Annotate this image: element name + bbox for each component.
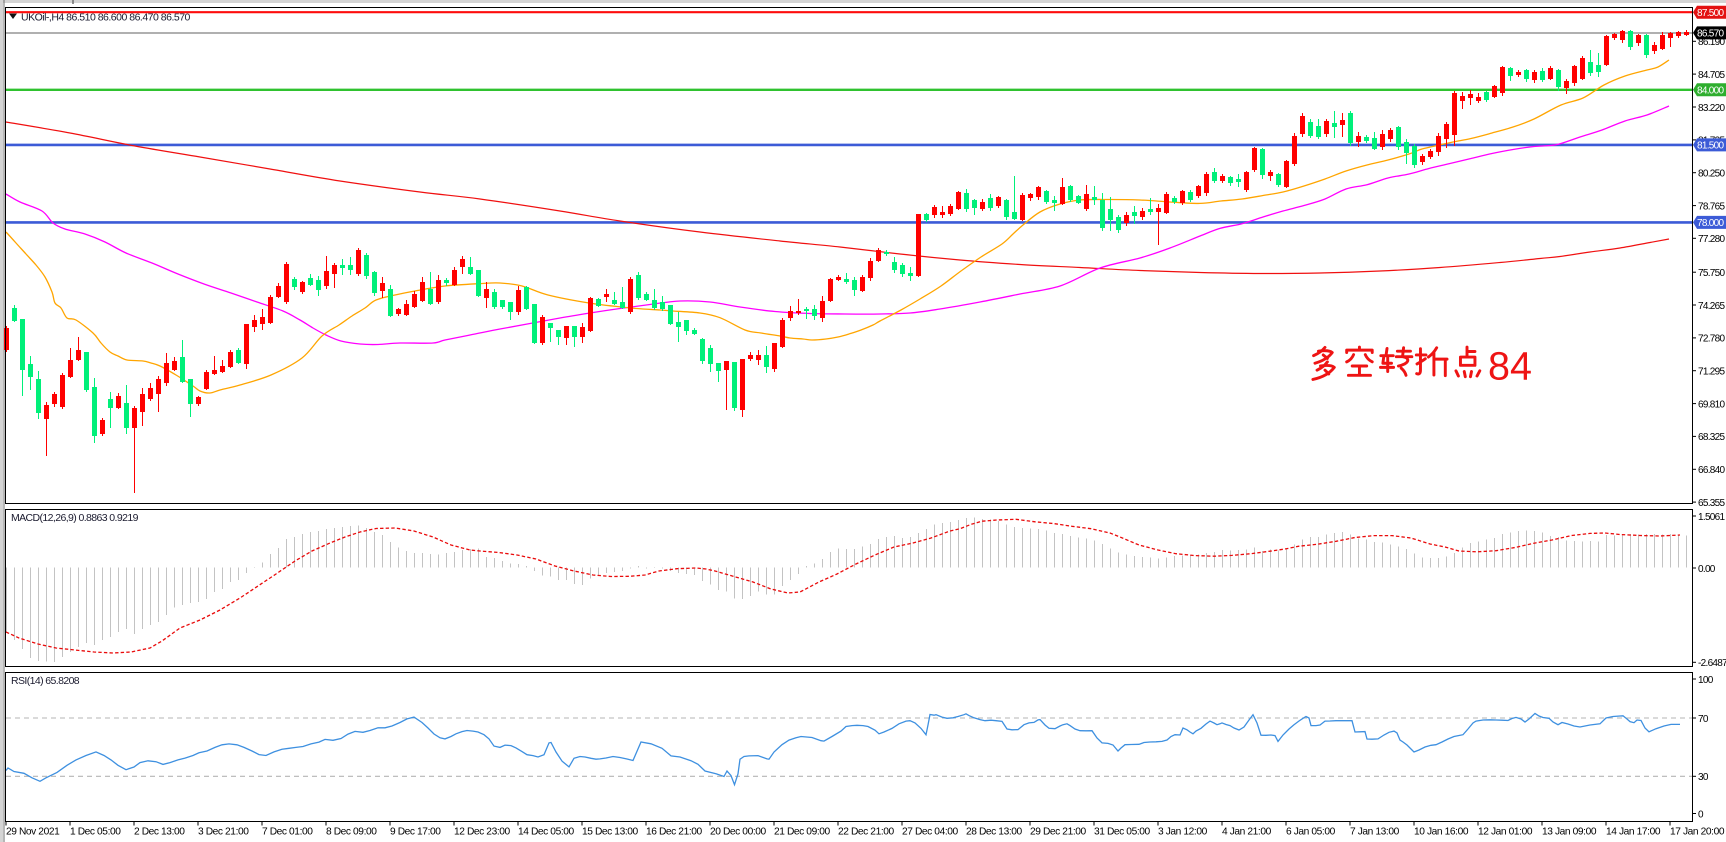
svg-text:83.220: 83.220	[1698, 103, 1726, 114]
svg-text:8 Dec 09:00: 8 Dec 09:00	[326, 827, 377, 838]
svg-text:31 Dec 05:00: 31 Dec 05:00	[1094, 827, 1151, 838]
svg-text:29 Dec 21:00: 29 Dec 21:00	[1030, 827, 1087, 838]
svg-text:74.265: 74.265	[1698, 301, 1726, 312]
svg-text:14 Jan 17:00: 14 Jan 17:00	[1606, 827, 1661, 838]
svg-text:1 Dec 05:00: 1 Dec 05:00	[70, 827, 121, 838]
svg-text:2 Dec 13:00: 2 Dec 13:00	[134, 827, 185, 838]
svg-text:7 Dec 01:00: 7 Dec 01:00	[262, 827, 313, 838]
svg-text:84.000: 84.000	[1697, 86, 1725, 97]
svg-text:14 Dec 05:00: 14 Dec 05:00	[518, 827, 575, 838]
svg-text:22 Dec 21:00: 22 Dec 21:00	[838, 827, 895, 838]
svg-text:4 Jan 21:00: 4 Jan 21:00	[1222, 827, 1272, 838]
svg-text:84: 84	[1488, 345, 1532, 389]
svg-text:20 Dec 00:00: 20 Dec 00:00	[710, 827, 767, 838]
svg-text:65.355: 65.355	[1698, 498, 1726, 509]
svg-text:86.190: 86.190	[1698, 37, 1726, 48]
svg-text:13 Jan 09:00: 13 Jan 09:00	[1542, 827, 1597, 838]
svg-text:-2.6487: -2.6487	[1698, 658, 1726, 669]
svg-text:80.250: 80.250	[1698, 169, 1726, 180]
svg-text:66.840: 66.840	[1698, 465, 1726, 476]
svg-text:75.750: 75.750	[1698, 268, 1726, 279]
svg-text:81.500: 81.500	[1697, 141, 1725, 152]
svg-text:28 Dec 13:00: 28 Dec 13:00	[966, 827, 1023, 838]
svg-text:84.705: 84.705	[1698, 70, 1726, 81]
svg-text:69.810: 69.810	[1698, 399, 1726, 410]
svg-text:70: 70	[1698, 714, 1709, 725]
svg-text:3 Jan 12:00: 3 Jan 12:00	[1158, 827, 1208, 838]
svg-text:72.780: 72.780	[1698, 334, 1726, 345]
svg-text:15 Dec 13:00: 15 Dec 13:00	[582, 827, 639, 838]
svg-text:3 Dec 21:00: 3 Dec 21:00	[198, 827, 249, 838]
svg-text:17 Jan 20:00: 17 Jan 20:00	[1670, 827, 1725, 838]
svg-text:87.500: 87.500	[1697, 8, 1725, 19]
svg-text:7 Jan 13:00: 7 Jan 13:00	[1350, 827, 1400, 838]
svg-text:UKOil-,H4 86.510 86.600 86.47: UKOil-,H4 86.510 86.600 86.470 86.570	[21, 12, 191, 24]
svg-text:27 Dec 04:00: 27 Dec 04:00	[902, 827, 959, 838]
svg-text:6 Jan 05:00: 6 Jan 05:00	[1286, 827, 1336, 838]
svg-text:16 Dec 21:00: 16 Dec 21:00	[646, 827, 703, 838]
svg-text:1.5061: 1.5061	[1698, 512, 1726, 523]
svg-text:29 Nov 2021: 29 Nov 2021	[6, 827, 60, 838]
svg-text:MACD(12,26,9) 0.8863 0.9219: MACD(12,26,9) 0.8863 0.9219	[11, 512, 139, 524]
svg-text:30: 30	[1698, 772, 1709, 783]
svg-text:78.765: 78.765	[1698, 201, 1726, 212]
svg-text:RSI(14) 65.8208: RSI(14) 65.8208	[11, 675, 80, 687]
svg-text:71.295: 71.295	[1698, 367, 1726, 378]
svg-text:100: 100	[1698, 675, 1714, 686]
svg-text:86.570: 86.570	[1697, 29, 1725, 40]
svg-text:0.00: 0.00	[1698, 564, 1716, 575]
svg-text:12 Jan 01:00: 12 Jan 01:00	[1478, 827, 1533, 838]
svg-text:12 Dec 23:00: 12 Dec 23:00	[454, 827, 511, 838]
svg-text:9 Dec 17:00: 9 Dec 17:00	[390, 827, 441, 838]
svg-text:21 Dec 09:00: 21 Dec 09:00	[774, 827, 831, 838]
svg-text:77.280: 77.280	[1698, 234, 1726, 245]
svg-text:68.325: 68.325	[1698, 432, 1726, 443]
svg-text:10 Jan 16:00: 10 Jan 16:00	[1414, 827, 1469, 838]
svg-text:78.000: 78.000	[1697, 218, 1725, 229]
svg-text:0: 0	[1698, 809, 1704, 820]
